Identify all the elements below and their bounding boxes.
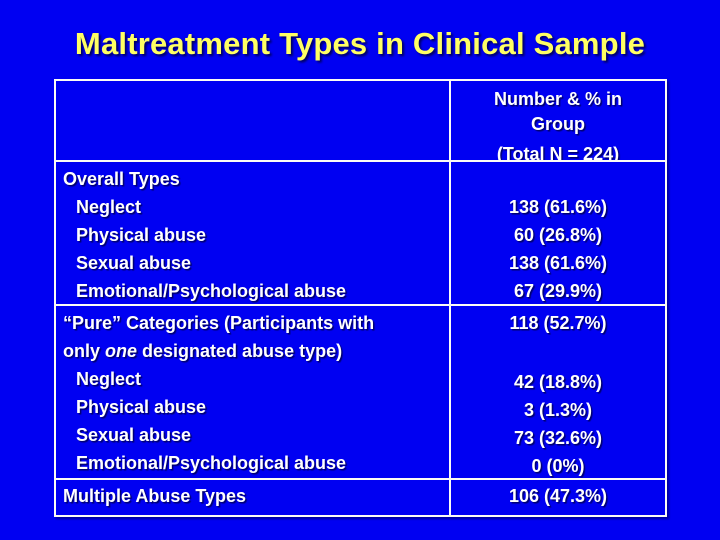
overall-labels-cell: Overall Types Neglect Physical abuse Sex… bbox=[56, 162, 451, 304]
pure-heading-line2-emphasis: one bbox=[105, 341, 138, 361]
header-total-n: (Total N = 224) bbox=[496, 144, 620, 160]
header-empty-cell bbox=[56, 81, 451, 160]
row-label-pure-emotional: Emotional/Psychological abuse bbox=[76, 453, 347, 473]
row-label-overall-sexual: Sexual abuse bbox=[76, 253, 192, 273]
header-group-cell: Number & % in Group (Total N = 224) bbox=[451, 81, 665, 160]
overall-values-cell: 138 (61.6%) 60 (26.8%) 138 (61.6%) 67 (2… bbox=[451, 162, 665, 304]
overall-heading-blank-value bbox=[451, 165, 665, 193]
row-value-pure-neglect: 42 (18.8%) bbox=[513, 372, 603, 392]
pure-heading-line2: only one designated abuse type) bbox=[63, 337, 445, 365]
row-label-pure-sexual: Sexual abuse bbox=[76, 425, 192, 445]
overall-heading: Overall Types bbox=[63, 169, 180, 189]
row-value-overall-sexual: 138 (61.6%) bbox=[508, 253, 608, 273]
table-header-row: Number & % in Group (Total N = 224) bbox=[56, 81, 665, 160]
multiple-label-cell: Multiple Abuse Types bbox=[56, 480, 451, 515]
pure-labels-cell: “Pure” Categories (Participants with onl… bbox=[56, 306, 451, 478]
pure-heading-line1: “Pure” Categories (Participants with bbox=[63, 313, 375, 333]
row-label-pure-physical: Physical abuse bbox=[76, 397, 207, 417]
row-value-multiple-abuse: 106 (47.3%) bbox=[508, 486, 608, 506]
row-value-overall-emotional: 67 (29.9%) bbox=[513, 281, 603, 301]
row-label-pure-neglect: Neglect bbox=[76, 369, 142, 389]
pure-values-spacer bbox=[451, 337, 665, 368]
row-label-overall-emotional: Emotional/Psychological abuse bbox=[76, 281, 347, 301]
pure-heading-value: 118 (52.7%) bbox=[509, 313, 607, 333]
row-value-overall-physical: 60 (26.8%) bbox=[513, 225, 603, 245]
section-multiple-abuse: Multiple Abuse Types 106 (47.3%) bbox=[56, 478, 665, 515]
multiple-value-cell: 106 (47.3%) bbox=[451, 480, 665, 515]
row-value-pure-sexual: 73 (32.6%) bbox=[513, 428, 603, 448]
section-pure-categories: “Pure” Categories (Participants with onl… bbox=[56, 304, 665, 478]
row-value-overall-neglect: 138 (61.6%) bbox=[508, 197, 608, 217]
pure-values-cell: 118 (52.7%) 42 (18.8%) 3 (1.3%) 73 (32.6… bbox=[451, 306, 665, 478]
row-label-overall-physical: Physical abuse bbox=[76, 225, 207, 245]
pure-heading-line2-prefix: only bbox=[63, 341, 106, 361]
section-overall-types: Overall Types Neglect Physical abuse Sex… bbox=[56, 160, 665, 304]
header-group-line2: Group bbox=[531, 114, 585, 134]
slide-title: Maltreatment Types in Clinical Sample bbox=[74, 26, 646, 61]
row-value-pure-emotional: 0 (0%) bbox=[531, 456, 585, 476]
row-label-overall-neglect: Neglect bbox=[76, 197, 142, 217]
row-value-pure-physical: 3 (1.3%) bbox=[523, 400, 593, 420]
pure-heading-line2-suffix: designated abuse type) bbox=[137, 341, 343, 361]
maltreatment-table: Number & % in Group (Total N = 224) Over… bbox=[54, 79, 667, 517]
row-label-multiple-abuse: Multiple Abuse Types bbox=[63, 486, 247, 506]
header-group-line1: Number & % in bbox=[493, 89, 622, 109]
